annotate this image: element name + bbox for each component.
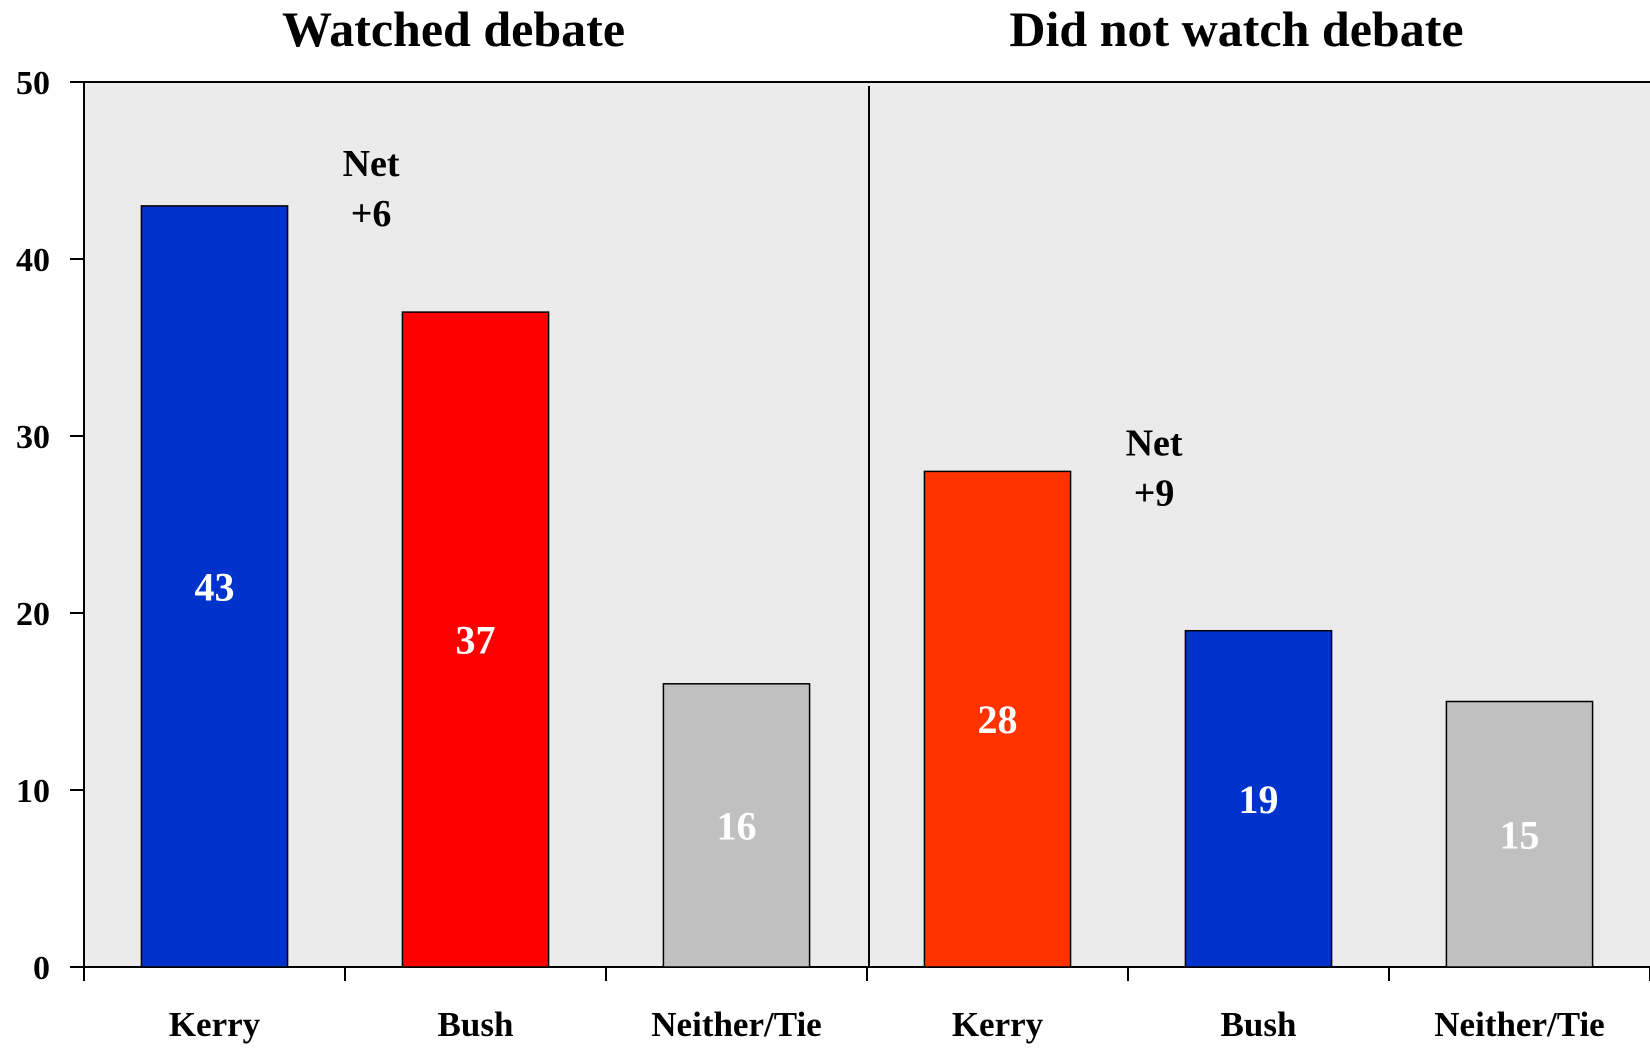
bar <box>923 470 1072 968</box>
bar <box>140 205 289 968</box>
y-tick-label: 30 <box>16 419 50 456</box>
bar <box>662 683 811 968</box>
plot-area <box>84 82 1650 967</box>
x-tick-label: Kerry <box>169 1005 261 1044</box>
x-tick-label: Bush <box>1221 1005 1297 1044</box>
x-tick-label: Neither/Tie <box>1434 1005 1604 1044</box>
net-annotation-line2: +9 <box>1134 473 1175 515</box>
data-label: 37 <box>456 618 496 663</box>
data-label: 16 <box>717 803 757 848</box>
data-label: 28 <box>978 697 1018 742</box>
y-tick-label: 0 <box>33 950 50 987</box>
bar <box>401 311 550 968</box>
data-label: 19 <box>1239 777 1279 822</box>
panel-title: Did not watch debate <box>1009 1 1463 57</box>
net-annotation-line1: Net <box>1126 423 1183 465</box>
y-tick-label: 50 <box>16 65 50 102</box>
panel-title: Watched debate <box>282 1 625 57</box>
data-label: 15 <box>1500 812 1540 857</box>
x-tick-label: Kerry <box>952 1005 1044 1044</box>
x-tick-label: Neither/Tie <box>651 1005 821 1044</box>
bar <box>1445 700 1594 968</box>
net-annotation-line1: Net <box>343 143 400 185</box>
data-label: 43 <box>195 564 235 609</box>
y-tick-label: 20 <box>16 596 50 633</box>
x-tick-label: Bush <box>438 1005 514 1044</box>
y-tick-label: 40 <box>16 242 50 279</box>
y-tick-label: 10 <box>16 773 50 810</box>
net-annotation-line2: +6 <box>351 193 392 235</box>
bar <box>1184 629 1333 968</box>
